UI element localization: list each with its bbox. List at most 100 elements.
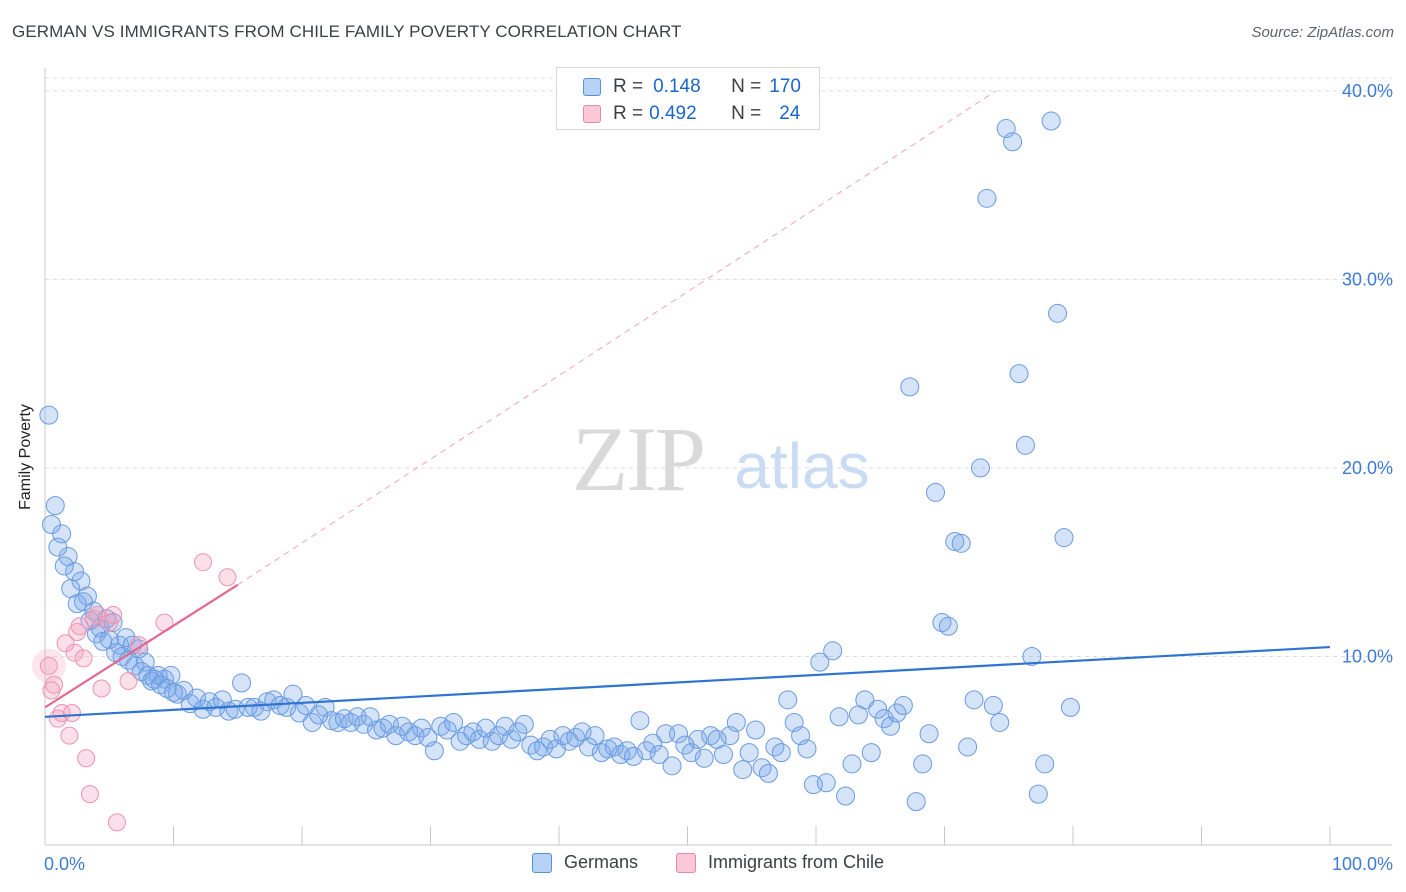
germans-point-160 bbox=[41, 514, 61, 534]
germans-point-63 bbox=[444, 712, 464, 732]
germans-point-70 bbox=[489, 726, 509, 746]
germans-point-121 bbox=[816, 773, 836, 793]
germans-point-23 bbox=[187, 688, 207, 708]
chart-title: GERMAN VS IMMIGRANTS FROM CHILE FAMILY P… bbox=[12, 22, 682, 41]
n-value-germans: 170 bbox=[769, 76, 801, 97]
germans-point-76 bbox=[527, 741, 547, 761]
chile-trend-line bbox=[44, 583, 239, 709]
germans-trend-line bbox=[44, 645, 1331, 718]
r-value-chile: 0.492 bbox=[649, 103, 697, 124]
germans-point-99 bbox=[675, 735, 695, 755]
trend-lines bbox=[44, 90, 1331, 718]
chile-points bbox=[31, 553, 237, 832]
germans-point-31 bbox=[238, 697, 258, 717]
chile-point-12 bbox=[77, 749, 96, 768]
source-label: Source: ZipAtlas.com bbox=[1251, 24, 1394, 41]
germans-point-33 bbox=[251, 701, 271, 721]
chile-point-7 bbox=[62, 704, 81, 723]
chile-point-10 bbox=[70, 617, 89, 636]
germans-point-66 bbox=[463, 722, 483, 742]
germans-point-147 bbox=[983, 695, 1003, 715]
germans-point-120 bbox=[810, 652, 830, 672]
germans-point-158 bbox=[1054, 528, 1074, 548]
germans-point-42 bbox=[309, 705, 329, 725]
chile-point-5 bbox=[56, 634, 75, 653]
n-label: N = bbox=[731, 76, 762, 97]
germans-point-140 bbox=[938, 616, 958, 636]
germans-point-130 bbox=[874, 709, 894, 729]
chile-point-2 bbox=[44, 675, 63, 694]
germans-point-124 bbox=[836, 786, 856, 806]
germans-point-72 bbox=[501, 729, 521, 749]
germans-point-164 bbox=[67, 594, 87, 614]
r-label: R = bbox=[613, 76, 644, 97]
germans-point-60 bbox=[424, 741, 444, 761]
germans-point-161 bbox=[48, 537, 68, 557]
germans-point-136 bbox=[913, 754, 933, 774]
chile-point-23 bbox=[194, 553, 213, 572]
germans-point-122 bbox=[823, 641, 843, 661]
r-value-germans: 0.148 bbox=[653, 76, 701, 97]
germans-point-84 bbox=[579, 737, 599, 757]
chile-point-16 bbox=[92, 679, 111, 698]
germans-point-105 bbox=[713, 745, 733, 765]
germans-point-162 bbox=[54, 556, 74, 576]
germans-point-146 bbox=[977, 188, 997, 208]
germans-point-157 bbox=[1048, 303, 1068, 323]
legend-row-chile: R = 0.492 N = 24 bbox=[583, 101, 800, 127]
germans-point-132 bbox=[887, 703, 907, 723]
chile-point-20 bbox=[119, 671, 138, 690]
tick-labels: 10.0% 20.0% 30.0% 40.0% 0.0% 100.0% bbox=[44, 81, 1393, 874]
germans-point-0 bbox=[39, 405, 59, 425]
germans-point-108 bbox=[733, 760, 753, 780]
germans-point-114 bbox=[771, 743, 791, 763]
n-label: N = bbox=[731, 103, 762, 124]
germans-point-101 bbox=[688, 729, 708, 749]
germans-point-135 bbox=[906, 792, 926, 812]
grid-lines bbox=[45, 77, 1392, 657]
germans-point-112 bbox=[758, 763, 778, 783]
watermark-zip: ZIP bbox=[572, 408, 704, 510]
germans-point-179 bbox=[164, 682, 183, 702]
germans-point-143 bbox=[958, 737, 978, 757]
germans-point-175 bbox=[138, 665, 158, 685]
n-value-chile: 24 bbox=[779, 103, 801, 124]
germans-point-62 bbox=[437, 720, 457, 740]
germans-point-145 bbox=[970, 458, 990, 478]
legend-swatch-chile bbox=[676, 852, 696, 873]
y-tick-label-2: 30.0% bbox=[1342, 269, 1393, 289]
germans-point-27 bbox=[212, 690, 232, 710]
germans-point-34 bbox=[257, 692, 277, 712]
germans-point-139 bbox=[932, 613, 952, 633]
germans-point-81 bbox=[559, 731, 579, 751]
series-legend: Germans Immigrants from Chile bbox=[0, 852, 1406, 876]
germans-point-85 bbox=[585, 726, 605, 746]
germans-point-109 bbox=[739, 743, 759, 763]
germans-point-73 bbox=[508, 722, 528, 742]
germans-point-150 bbox=[1003, 132, 1023, 152]
germans-point-40 bbox=[296, 695, 316, 715]
chile-point-19 bbox=[107, 813, 126, 832]
germans-point-128 bbox=[861, 743, 881, 763]
germans-point-125 bbox=[842, 754, 862, 774]
germans-point-141 bbox=[945, 531, 965, 551]
r-label: R = bbox=[613, 103, 644, 124]
germans-points bbox=[39, 111, 1080, 812]
axes bbox=[44, 68, 1392, 846]
germans-point-54 bbox=[386, 726, 406, 746]
legend-swatch-germans bbox=[583, 78, 601, 96]
germans-point-102 bbox=[694, 748, 714, 768]
germans-point-151 bbox=[1009, 364, 1029, 384]
watermark: ZIP atlas bbox=[572, 408, 870, 510]
germans-point-156 bbox=[1041, 111, 1061, 131]
germans-point-110 bbox=[746, 720, 766, 740]
germans-point-155 bbox=[1035, 754, 1055, 774]
legend-item-chile: Immigrants from Chile bbox=[676, 852, 884, 873]
germans-point-115 bbox=[778, 690, 798, 710]
germans-point-178 bbox=[157, 679, 177, 699]
chile-point-24 bbox=[218, 568, 237, 587]
germans-point-165 bbox=[74, 592, 94, 612]
germans-point-86 bbox=[591, 743, 611, 763]
germans-point-142 bbox=[951, 533, 971, 553]
chile-point-8 bbox=[65, 643, 84, 662]
